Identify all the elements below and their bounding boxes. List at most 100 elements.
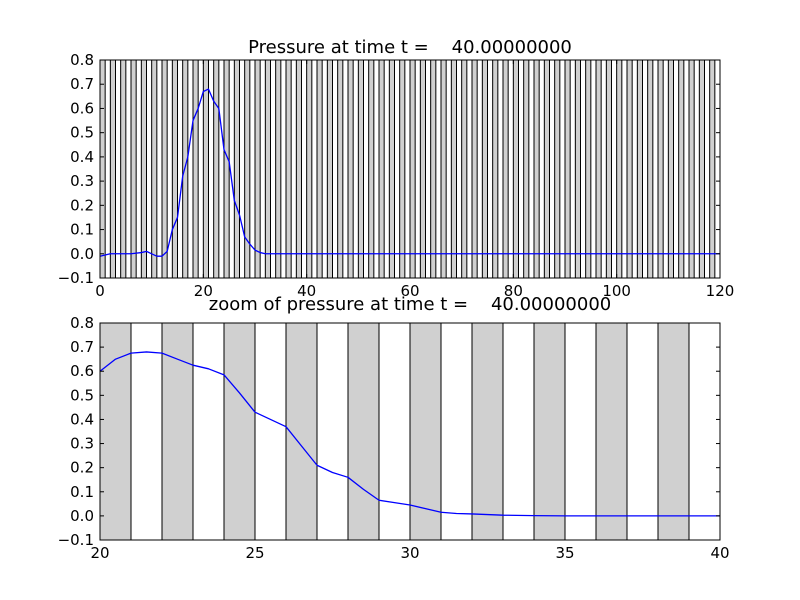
pressure-band	[564, 59, 571, 279]
pressure-band	[254, 59, 261, 279]
pressure-band	[492, 59, 499, 279]
pressure-band	[430, 59, 437, 279]
pressure-band	[440, 59, 447, 279]
pressure-band	[585, 59, 592, 279]
zoom-pressure-x-tick-label: 35	[555, 544, 574, 562]
pressure-band	[502, 59, 509, 279]
pressure-x-tick-label: 120	[706, 282, 735, 300]
pressure-band	[161, 59, 168, 279]
zoom-pressure-x-tick-label: 40	[710, 544, 729, 562]
zoom-pressure-plot: 20 25 30 35 40 −0.1 0.0 0.1 0.2 0.3 0.4 0.5 0.6 0.7 0.…	[58, 294, 730, 562]
pressure-y-tick-label: 0.0	[70, 245, 94, 263]
pressure-band	[233, 59, 240, 279]
pressure-band	[626, 59, 633, 279]
pressure-band	[337, 59, 344, 279]
zoom-pressure-plot-title: zoom of pressure at time t = 40.00000000	[209, 294, 611, 315]
zoom-pressure-band	[533, 322, 566, 541]
pressure-plot-title: Pressure at time t = 40.00000000	[248, 37, 572, 58]
pressure-band	[595, 59, 602, 279]
pressure-band	[554, 59, 561, 279]
pressure-x-tick-label: 20	[194, 282, 213, 300]
pressure-x-tick-label: 100	[602, 282, 631, 300]
zoom-pressure-band	[471, 322, 504, 541]
pressure-y-tick-label: 0.6	[70, 99, 94, 117]
zoom-pressure-band	[657, 322, 690, 541]
zoom-pressure-y-tick-label: 0.6	[70, 362, 94, 380]
zoom-pressure-y-tick-label: 0.3	[70, 435, 94, 453]
zoom-pressure-x-tick-label: 25	[245, 544, 264, 562]
pressure-band	[481, 59, 489, 279]
pressure-band	[388, 59, 396, 279]
pressure-band	[461, 59, 468, 279]
zoom-pressure-y-tick-label: −0.1	[58, 531, 94, 549]
pressure-band	[698, 59, 705, 279]
zoom-pressure-band	[347, 322, 380, 541]
pressure-band	[192, 59, 199, 279]
zoom-pressure-band	[285, 322, 318, 541]
pressure-band	[667, 59, 674, 279]
pressure-plot: 0 20 40 60 80 100 120 −0.1 0.0 0.1 0.2 0.3 0.4 0.5 0.6…	[58, 37, 735, 300]
zoom-pressure-y-tick-label: 0.8	[70, 314, 94, 332]
pressure-band	[264, 59, 272, 279]
pressure-band	[678, 59, 685, 279]
zoom-pressure-x-tick-label: 20	[90, 544, 109, 562]
pressure-band	[275, 59, 282, 279]
pressure-band	[533, 59, 540, 279]
pressure-band	[368, 59, 375, 279]
pressure-y-tick-label: −0.1	[58, 269, 94, 287]
pressure-band	[316, 59, 323, 279]
pressure-x-tick-label: 0	[95, 282, 105, 300]
pressure-band	[295, 59, 303, 279]
pressure-band	[244, 59, 251, 279]
pressure-x-tick-label: 40	[297, 282, 316, 300]
pressure-band	[616, 59, 623, 279]
pressure-series-line	[99, 88, 720, 257]
pressure-band	[99, 59, 106, 279]
pressure-y-tick-label: 0.1	[70, 221, 94, 239]
pressure-x-tick-label: 60	[400, 282, 419, 300]
pressure-band	[285, 59, 292, 279]
pressure-band	[605, 59, 612, 279]
pressure-band	[347, 59, 354, 279]
pressure-band	[306, 59, 313, 279]
pressure-band	[202, 59, 209, 279]
pressure-band	[378, 59, 385, 279]
pressure-band	[657, 59, 664, 279]
zoom-pressure-y-tick-label: 0.0	[70, 507, 94, 525]
pressure-band	[523, 59, 530, 279]
pressure-band	[574, 59, 581, 279]
pressure-band	[151, 59, 158, 279]
pressure-band	[171, 59, 178, 279]
zoom-pressure-series-line	[99, 351, 720, 517]
zoom-pressure-band	[223, 322, 256, 541]
zoom-pressure-y-tick-label: 0.7	[70, 338, 94, 356]
pressure-band	[130, 59, 137, 279]
pressure-band	[512, 59, 519, 279]
pressure-band	[647, 59, 654, 279]
pressure-y-tick-label: 0.8	[70, 51, 94, 69]
pressure-band	[450, 59, 458, 279]
pressure-band	[688, 59, 695, 279]
pressure-x-tick-label: 80	[504, 282, 523, 300]
pressure-band	[223, 59, 230, 279]
pressure-band	[357, 59, 365, 279]
zoom-pressure-y-tick-label: 0.4	[70, 410, 94, 428]
zoom-pressure-x-tick-label: 30	[400, 544, 419, 562]
pressure-band	[471, 59, 478, 279]
pressure-band	[399, 59, 406, 279]
pressure-band	[109, 59, 117, 279]
pressure-band	[636, 59, 643, 279]
pressure-y-tick-label: 0.4	[70, 148, 94, 166]
pressure-band	[140, 59, 147, 279]
zoom-pressure-y-tick-label: 0.2	[70, 459, 94, 477]
pressure-band	[419, 59, 427, 279]
pressure-y-tick-label: 0.5	[70, 124, 94, 142]
zoom-pressure-y-tick-label: 0.5	[70, 386, 94, 404]
pressure-band	[409, 59, 416, 279]
pressure-band	[120, 59, 127, 279]
zoom-pressure-y-tick-label: 0.1	[70, 483, 94, 501]
zoom-pressure-band	[595, 322, 628, 541]
pressure-band	[213, 59, 220, 279]
pressure-y-tick-label: 0.3	[70, 172, 94, 190]
pressure-y-tick-label: 0.2	[70, 196, 94, 214]
